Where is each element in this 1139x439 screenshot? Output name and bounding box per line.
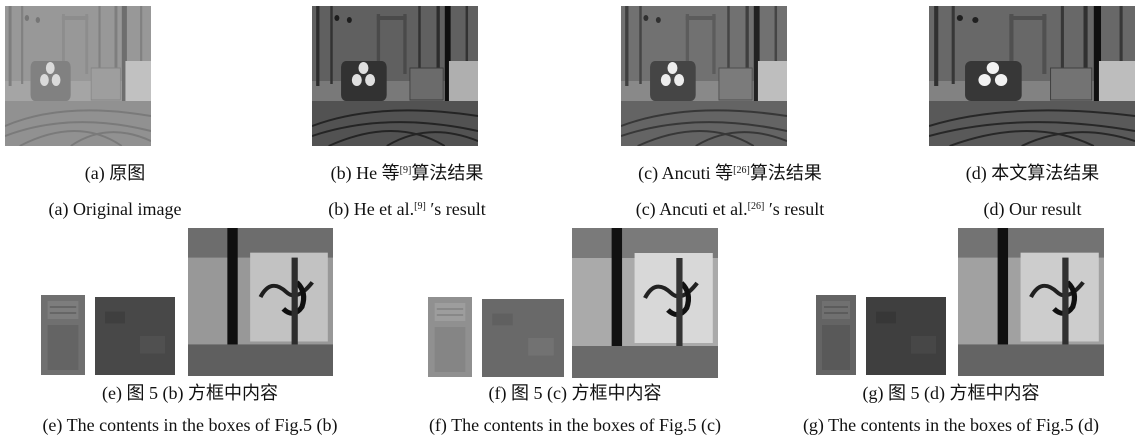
crop-g-door [816,295,856,375]
caption-f-en: (f) The contents in the boxes of Fig.5 (… [428,415,722,435]
caption-c-zh: (c) Ancuti 等[26]算法结果 [638,163,822,183]
caption-b-en: (b) He et al.[9] ′s result [328,199,486,219]
photo-a-original [5,6,151,146]
crop-e-door [41,295,85,375]
caption-a-zh: (a) 原图 [84,163,146,183]
caption-d-en: (d) Our result [983,199,1082,219]
crop-e-patch [95,297,175,375]
caption-c-en-ref: [26] [747,201,765,212]
crop-f-patch [482,299,564,377]
crop-f-wall [572,228,718,378]
caption-a-en: (a) Original image [48,199,182,219]
caption-e-zh: (e) 图 5 (b) 方框中内容 [102,383,278,403]
photo-c-ancuti [621,6,787,146]
caption-g-en: (g) The contents in the boxes of Fig.5 (… [802,415,1100,435]
caption-c-en: (c) Ancuti et al.[26] ′s result [635,199,825,219]
caption-d-zh: (d) 本文算法结果 [965,163,1100,183]
caption-c-zh-ref: [26] [733,165,750,176]
caption-b-zh-ref: [9] [399,165,412,176]
photo-d-ours [929,6,1135,146]
caption-b-zh: (b) He 等[9]算法结果 [330,163,484,183]
caption-b-en-ref: [9] [414,201,426,212]
photo-b-he [312,6,478,146]
crop-g-patch [866,297,946,375]
caption-g-zh: (g) 图 5 (d) 方框中内容 [862,383,1040,403]
caption-f-zh: (f) 图 5 (c) 方框中内容 [488,383,662,403]
caption-e-en: (e) The contents in the boxes of Fig.5 (… [42,415,338,435]
crop-e-wall [188,228,333,376]
crop-g-wall [958,228,1104,376]
crop-f-door [428,297,472,377]
